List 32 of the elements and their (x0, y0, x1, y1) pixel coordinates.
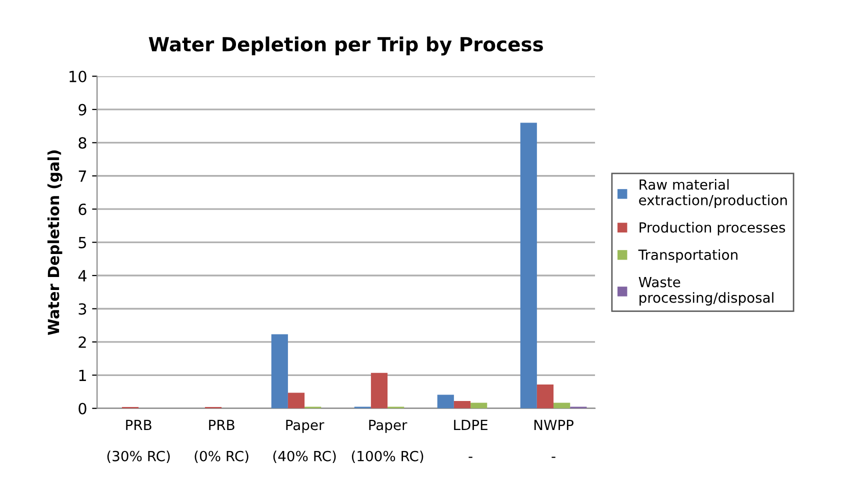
bar (437, 394, 454, 408)
y-tick-label: 4 (78, 270, 86, 282)
y-tick-label: 3 (78, 303, 86, 315)
bar (536, 384, 554, 408)
y-tick-label: 5 (78, 236, 86, 248)
category-label: LDPE - (454, 420, 488, 458)
category-label: PRB (0% RC) (194, 420, 248, 463)
y-tick-label: 1 (79, 370, 86, 381)
y-tick-label: 0 (78, 402, 86, 414)
category-label: NWPP - (534, 420, 574, 458)
y-tick-label: 7 (78, 170, 86, 182)
bar (554, 402, 570, 408)
bar (520, 122, 537, 408)
chart-title: Water Depletion per Trip by Process (148, 36, 543, 56)
category-label: Paper (40% RC) (273, 420, 336, 463)
y-tick-label: 10 (70, 70, 86, 82)
legend-label: Raw material extraction/production (639, 179, 787, 208)
y-tick-label: 8 (78, 137, 86, 149)
bar (271, 334, 288, 408)
bar (470, 402, 488, 408)
y-tick-label: 6 (78, 204, 86, 216)
y-tick-label: 9 (78, 104, 86, 116)
bar (370, 372, 388, 408)
legend-label: Waste processing/disposal (638, 277, 774, 306)
bar (288, 392, 305, 408)
category-label: Paper (100% RC) (352, 420, 424, 463)
category-label: PRB (30% RC) (107, 420, 170, 463)
legend-label: Transportation (638, 249, 738, 263)
legend-label: Production processes (640, 222, 786, 236)
y-axis-title: Water Depletion (gal) (47, 150, 62, 336)
bar (454, 401, 471, 408)
y-tick-label: 2 (78, 336, 86, 348)
